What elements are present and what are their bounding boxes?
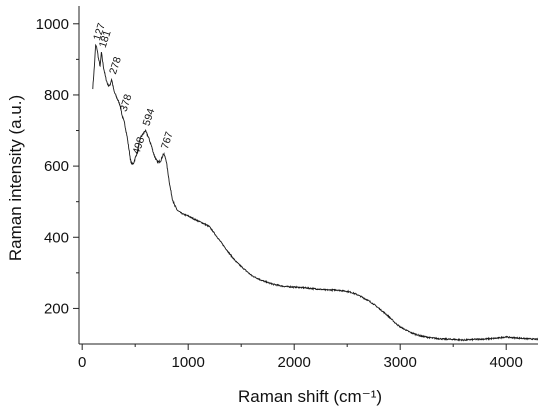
x-tick-label: 3000 (384, 354, 417, 371)
spectrum-series-line (92, 43, 539, 342)
y-tick-label: 1000 (36, 16, 69, 33)
peak-label-378: 378 (118, 93, 135, 114)
y-tick-label: 800 (44, 87, 69, 104)
peak-label-181: 181 (97, 29, 114, 50)
peak-label-278: 278 (107, 55, 124, 76)
series-layer (92, 43, 539, 342)
x-tick-label: 2000 (278, 354, 311, 371)
peak-label-594: 594 (141, 107, 158, 128)
x-axis-title: Raman shift (cm⁻¹) (238, 387, 382, 406)
peak-label-127: 127 (91, 21, 108, 42)
x-tick-label: 4000 (490, 354, 523, 371)
peak-label-767: 767 (159, 130, 176, 151)
x-tick-label: 0 (78, 354, 86, 371)
axes (78, 6, 538, 345)
y-tick-label: 400 (44, 229, 69, 246)
y-tick-label: 600 (44, 158, 69, 175)
ticks: 0 1000 2000 3000 4000 200 400 600 800 1000 (36, 16, 523, 371)
y-axis-title: Raman intensity (a.u.) (6, 95, 25, 261)
x-tick-label: 1000 (171, 354, 204, 371)
peak-label-498: 498 (130, 135, 147, 156)
y-tick-label: 200 (44, 300, 69, 317)
